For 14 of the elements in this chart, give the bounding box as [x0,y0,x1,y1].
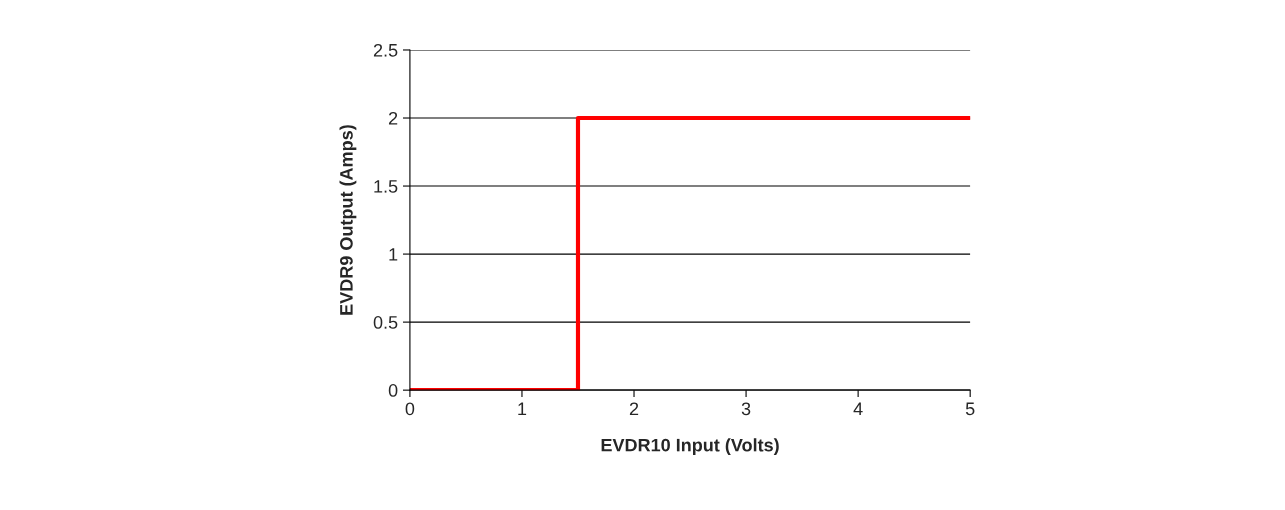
x-tick-label: 4 [853,402,863,416]
x-tick-label: 3 [741,402,751,416]
y-tick-label: 2.5 [373,43,398,57]
y-tick-label: 2 [388,111,398,125]
x-axis-title: EVDR10 Input (Volts) [601,438,779,456]
x-tick-label: 1 [518,402,527,416]
x-tick-label: 0 [405,402,415,416]
x-tick-label: 5 [965,402,975,416]
y-tick-label: 0.5 [373,316,398,329]
y-axis-title: EVDR9 Output (Amps) [339,125,357,315]
x-tick-label: 2 [629,402,639,416]
y-tick-label: 0 [388,384,398,397]
y-tick-label: 1 [389,248,398,261]
y-tick-label: 1.5 [374,180,398,193]
